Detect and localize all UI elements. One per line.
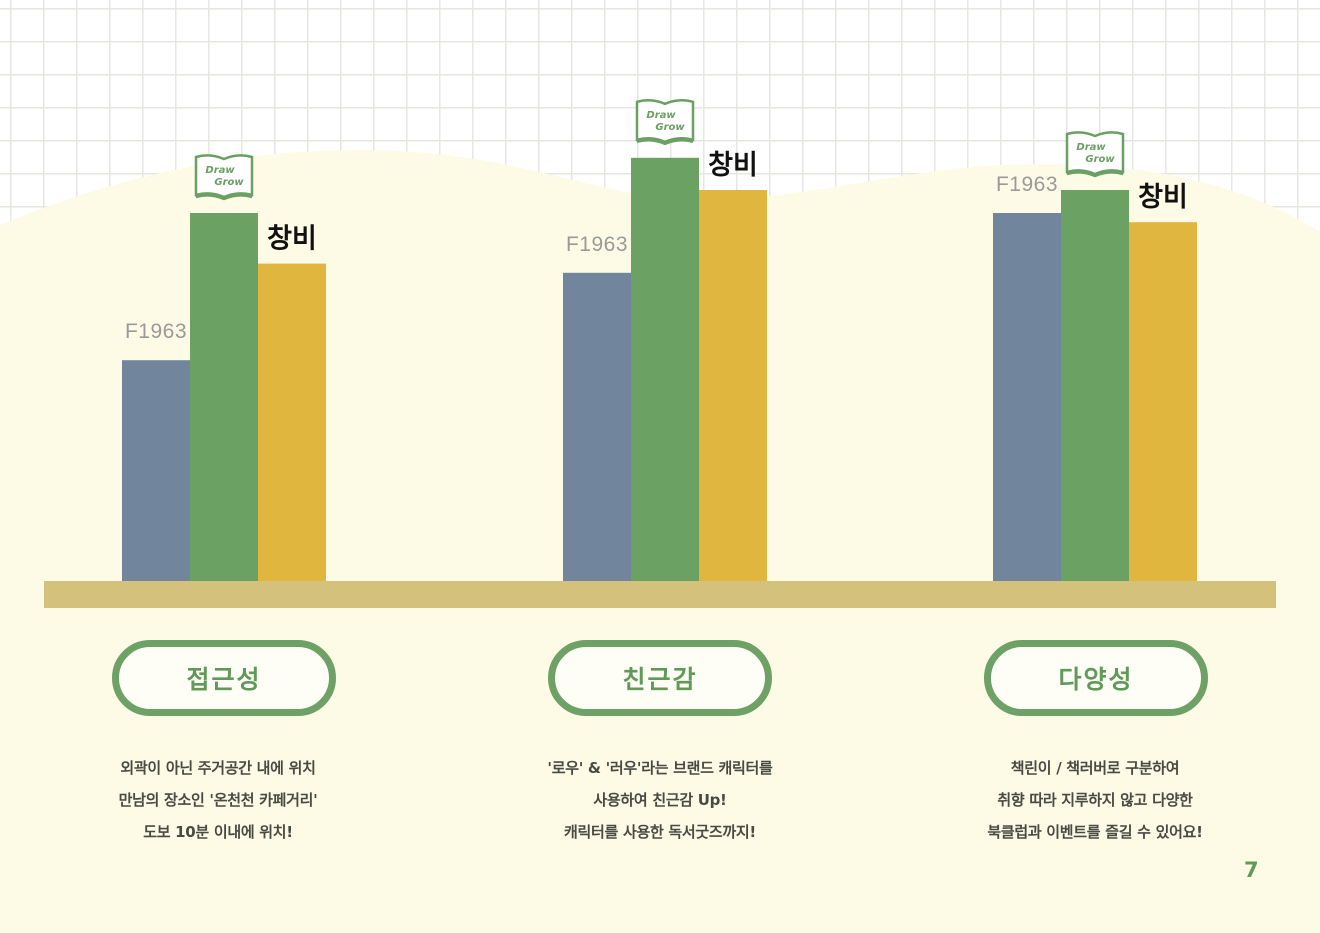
shelf-base [44,581,1276,608]
changbi-label: 창비 [267,224,317,255]
page-number: 7 [1244,858,1259,882]
description-line: 만남의 장소인 '온천천 카페거리' [118,791,318,809]
f1963-label: F1963 [996,173,1058,196]
description-line: 사용하여 친근감 Up! [593,791,727,809]
book-shape [194,154,254,199]
book-edge [636,138,694,146]
logo-word-top: Draw [1076,142,1106,153]
description-accessibility: 외곽이 아닌 주거공간 내에 위치 만남의 장소인 '온천천 카페거리' 도보 … [8,752,428,848]
description-line: 북클럽과 이벤트를 즐길 수 있어요! [987,823,1203,841]
description-diversity: 책린이 / 책러버로 구분하여 취향 따라 지루하지 않고 다양한 북클럽과 이… [885,752,1305,848]
book-shape [635,98,695,144]
description-line: 책린이 / 책러버로 구분하여 [1010,759,1180,777]
f1963-label: F1963 [125,320,187,343]
bar-changbi [258,263,326,581]
book-shape [1065,131,1125,176]
pill-label: 접근성 [186,665,262,694]
logo-word-bottom: Grow [214,177,244,188]
description-line: '로우' & '러우'라는 브랜드 캐릭터를 [547,759,773,777]
bar-changbi [1129,222,1197,581]
pill-accessibility: 접근성 [112,640,336,716]
book-edge [195,194,253,201]
bar-f1963 [122,360,190,581]
pill-diversity: 다양성 [984,640,1208,716]
bar-f1963 [563,272,631,581]
description-line: 캐릭터를 사용한 독서굿즈까지! [564,823,756,841]
bar-f1963 [993,213,1061,581]
bar-drawgrow [1061,190,1129,581]
pill-friendliness: 친근감 [548,640,772,716]
pill-label: 다양성 [1058,665,1134,694]
logo-word-top: Draw [205,165,235,176]
description-line: 외곽이 아닌 주거공간 내에 위치 [120,759,316,777]
book-edge [1066,171,1124,178]
changbi-label: 창비 [708,150,758,181]
description-friendliness: '로우' & '러우'라는 브랜드 캐릭터를 사용하여 친근감 Up! 캐릭터를… [450,752,870,848]
changbi-label: 창비 [1138,182,1188,213]
f1963-label: F1963 [566,233,628,256]
pill-label: 친근감 [622,665,698,694]
logo-word-bottom: Grow [1085,154,1115,165]
bar-changbi [699,190,767,581]
bar-drawgrow [631,157,699,582]
logo-word-bottom: Grow [655,122,685,133]
bars-layer [122,157,1197,582]
description-line: 취향 따라 지루하지 않고 다양한 [997,791,1193,809]
description-line: 도보 10분 이내에 위치! [143,823,293,841]
logo-word-top: Draw [646,110,676,121]
bar-drawgrow [190,213,258,581]
